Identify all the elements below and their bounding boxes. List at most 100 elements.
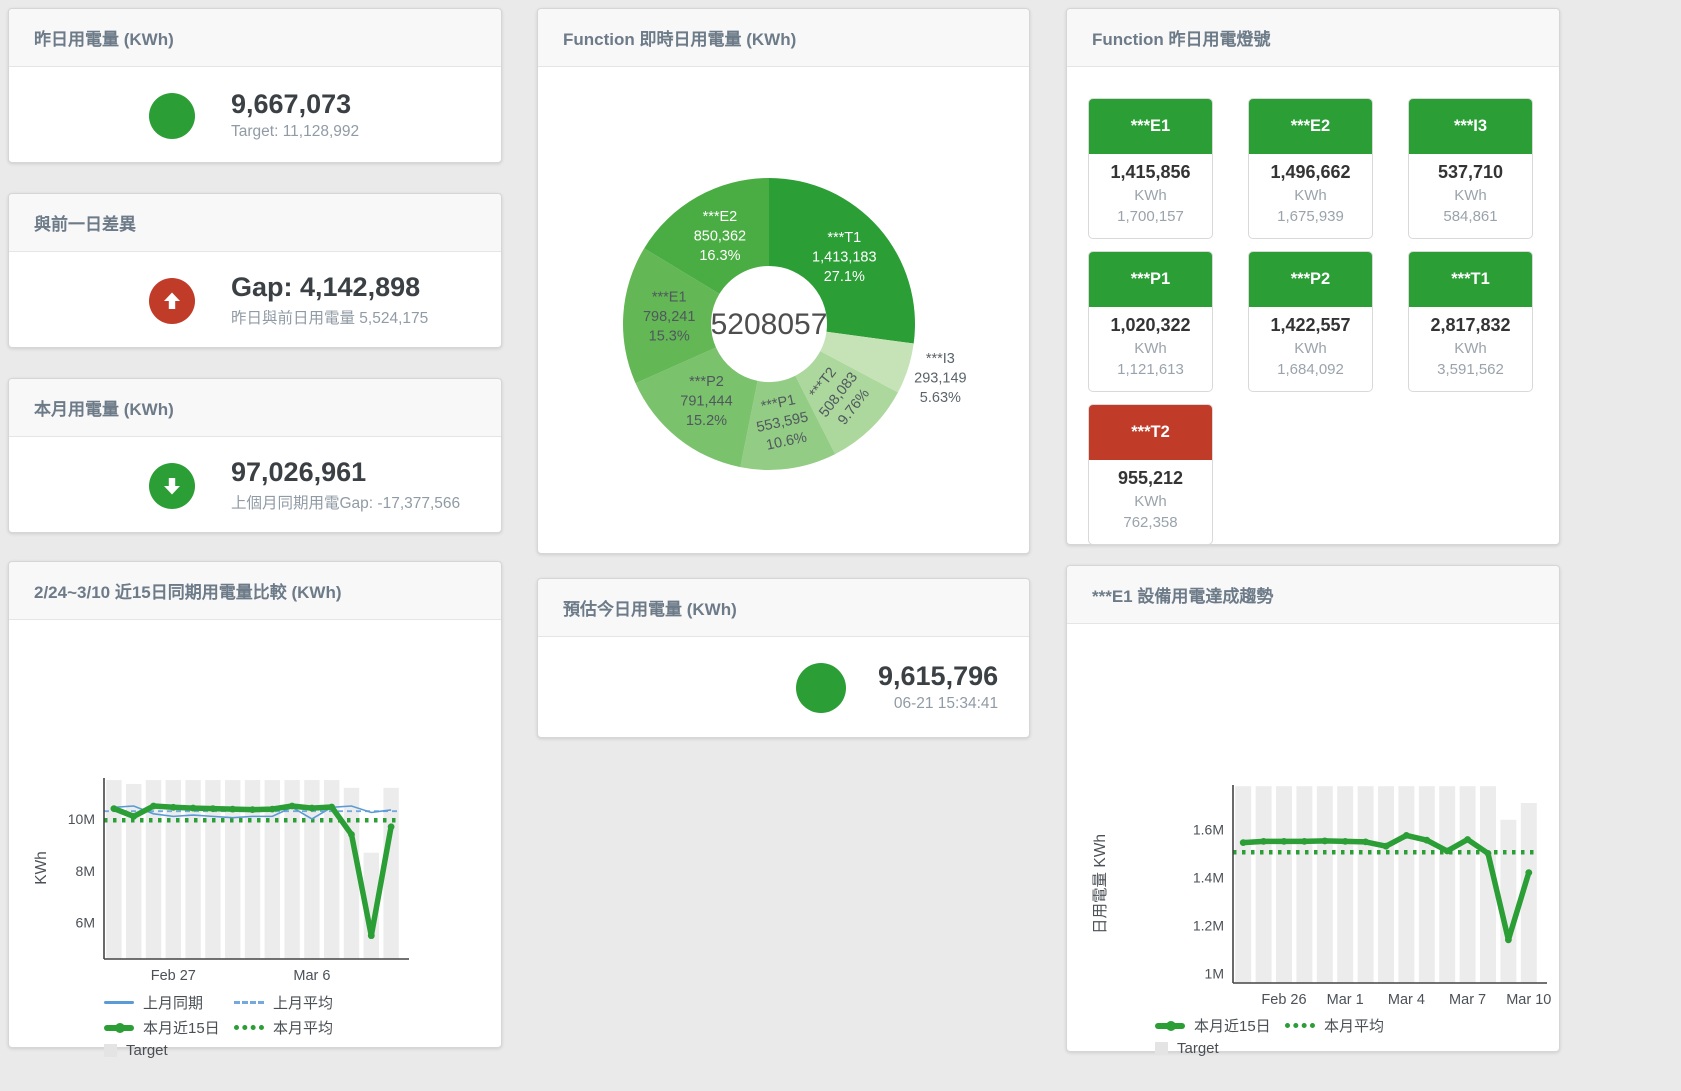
legend-item-green_thick[interactable]: 本月近15日	[1155, 1015, 1285, 1036]
target-bar	[1235, 786, 1252, 983]
light-tile-1[interactable]: ***E1 1,415,856 KWh 1,700,157	[1088, 98, 1213, 239]
x-tick-label: Mar 4	[1388, 992, 1425, 1008]
data-point	[1301, 838, 1308, 845]
target-bar	[1276, 786, 1292, 983]
legend-item-green_thick[interactable]: 本月近15日	[104, 1017, 234, 1038]
donut-chart: ***T1 1,413,183 27.1%***I3 293,149 5.63%***T…	[623, 178, 967, 470]
legend-item-green_dot[interactable]: 本月平均	[1285, 1015, 1415, 1036]
light-tile-4[interactable]: ***P1 1,020,322 KWh 1,121,613	[1088, 251, 1213, 392]
card-month-usage: 本月用電量 (KWh) 97,026,961 上個月同期用電Gap: -17,3…	[8, 378, 502, 533]
target-bar	[106, 780, 122, 959]
data-point	[1260, 838, 1267, 845]
tile-unit: KWh	[1294, 187, 1327, 204]
target-bar	[1418, 786, 1435, 983]
donut-slice-P1	[740, 375, 836, 470]
target-bar	[1255, 786, 1272, 983]
card-trend-title: ***E1 設備用電達成趨勢	[1067, 566, 1559, 624]
data-point	[150, 802, 157, 810]
tile-label: ***I3	[1409, 99, 1532, 154]
tile-value: 1,496,662	[1270, 162, 1351, 182]
light-tile-2[interactable]: ***E2 1,496,662 KWh 1,675,939	[1248, 98, 1373, 239]
light-tile-6[interactable]: ***T1 2,817,832 KWh 3,591,562	[1408, 251, 1533, 392]
target-bar	[1316, 786, 1333, 983]
data-point	[387, 823, 395, 831]
legend-item-blue_dash[interactable]: 上月平均	[234, 992, 364, 1013]
target-bar	[1500, 819, 1517, 983]
light-tile-5[interactable]: ***P2 1,422,557 KWh 1,684,092	[1248, 251, 1373, 392]
data-point	[1280, 838, 1288, 845]
legend-item-green_dot[interactable]: 本月平均	[234, 1017, 364, 1038]
donut-slice-I3	[820, 331, 914, 393]
tile-sub: 1,684,092	[1277, 361, 1344, 378]
card-compare-title: 2/24~3/10 近15日同期用電量比較 (KWh)	[9, 562, 501, 620]
legend-item-target[interactable]: Target	[1155, 1040, 1285, 1057]
month-stat: 97,026,961 上個月同期用電Gap: -17,377,566	[9, 437, 501, 534]
y-tick-label: 1M	[1205, 965, 1224, 981]
yesterday-stat: 9,667,073 Target: 11,128,992	[9, 67, 501, 164]
target-bar	[1296, 786, 1313, 983]
y-tick-label: 10M	[68, 811, 95, 827]
tile-label: ***P1	[1089, 252, 1212, 307]
tile-body: 955,212 KWh 762,358	[1089, 460, 1212, 531]
legend-green_thick-icon	[104, 1022, 134, 1033]
card-yesterday-usage: 昨日用電量 (KWh) 9,667,073 Target: 11,128,992	[8, 8, 502, 163]
trend-chart: 1M 1.2M 1.4M 1.6M Feb 26 Mar 1 Mar 4 Mar 7 Mar 1…	[1092, 785, 1551, 1008]
target-bar	[304, 780, 320, 959]
data-point	[288, 802, 296, 810]
data-point	[1525, 869, 1533, 876]
legend-blue_dash-icon	[234, 1001, 264, 1004]
tile-body: 1,415,856 KWh 1,700,157	[1089, 154, 1212, 225]
month-value: 97,026,961	[231, 456, 367, 487]
legend-row: Target	[104, 1042, 364, 1059]
tile-body: 1,422,557 KWh 1,684,092	[1249, 307, 1372, 378]
donut-label-I3: ***I3 293,149 5.63%	[914, 351, 966, 406]
card-month-title: 本月用電量 (KWh)	[9, 379, 501, 437]
donut-body: ***T1 1,413,183 27.1% ***I3 293,149 5.63% ***T…	[538, 67, 1029, 554]
status-circle-green	[796, 662, 846, 713]
y-axis-title: 日用電量 KWh	[1092, 834, 1109, 934]
legend-row: Target	[1155, 1040, 1415, 1057]
data-point	[249, 806, 256, 814]
data-point	[209, 805, 217, 812]
y-tick-label: 1.2M	[1193, 917, 1224, 933]
card-yesterday-title: 昨日用電量 (KWh)	[9, 9, 501, 67]
target-bar	[165, 780, 182, 959]
tile-value: 537,710	[1437, 162, 1504, 182]
legend-blue_solid-icon	[104, 1001, 134, 1004]
data-point	[1484, 850, 1492, 857]
estimate-value: 9,615,796	[878, 660, 999, 691]
yesterday-target: Target: 11,128,992	[231, 123, 360, 141]
target-bar	[1459, 786, 1476, 983]
tile-sub: 1,121,613	[1117, 361, 1184, 378]
data-point	[367, 932, 375, 940]
data-point	[1239, 839, 1247, 846]
target-bar	[125, 783, 142, 959]
target-bar	[284, 780, 300, 959]
legend-item-blue_solid[interactable]: 上月同期	[104, 992, 234, 1013]
donut-label-P1: ***P1553,59510.6%	[751, 390, 814, 455]
donut-center-total: 5208057	[711, 308, 828, 341]
data-point	[1341, 838, 1349, 845]
donut-slice-P2	[635, 347, 758, 468]
yesterday-value: 9,667,073	[231, 88, 352, 119]
tile-value: 1,415,856	[1110, 162, 1191, 182]
legend-item-target[interactable]: Target	[104, 1042, 234, 1059]
target-bar	[1398, 786, 1415, 983]
light-tile-7[interactable]: ***T2 955,212 KWh 762,358	[1088, 404, 1213, 545]
tile-unit: KWh	[1454, 187, 1487, 204]
light-tile-3[interactable]: ***I3 537,710 KWh 584,861	[1408, 98, 1533, 239]
x-tick-label: Feb 26	[1261, 992, 1306, 1008]
target-bar	[185, 780, 201, 959]
tile-label: ***P2	[1249, 252, 1372, 307]
estimate-stat: 9,615,796 06-21 15:34:41	[538, 637, 1029, 738]
target-bar	[1337, 786, 1354, 983]
tile-sub: 1,700,157	[1117, 208, 1184, 225]
target-bar	[145, 780, 162, 959]
tile-unit: KWh	[1134, 340, 1167, 357]
y-tick-label: 1.4M	[1193, 869, 1224, 885]
tile-body: 2,817,832 KWh 3,591,562	[1409, 307, 1532, 378]
legend-label: Target	[126, 1042, 168, 1059]
arrow-down-icon	[149, 462, 195, 509]
data-point	[268, 805, 276, 813]
data-point	[169, 803, 177, 811]
